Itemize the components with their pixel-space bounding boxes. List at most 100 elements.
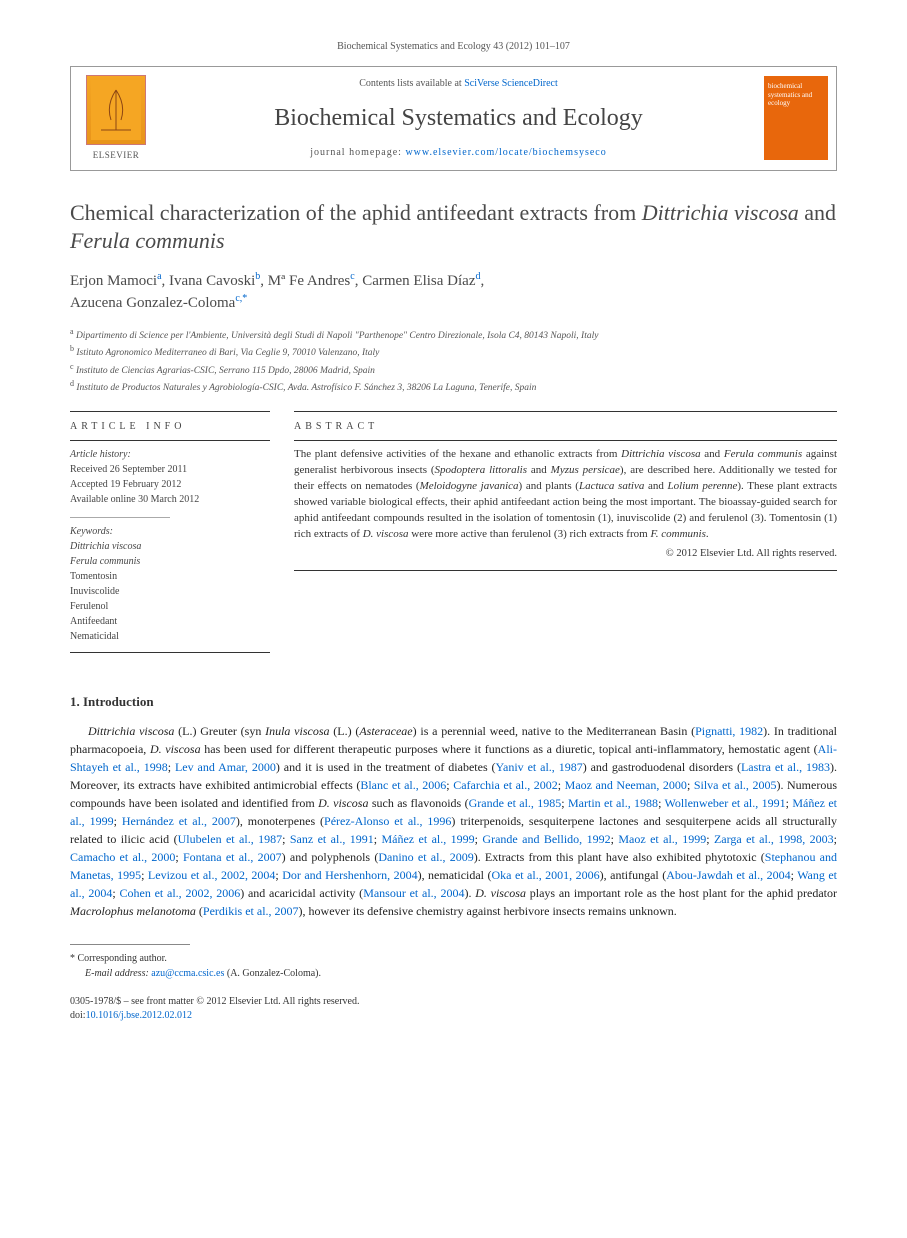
affil-text: Dipartimento di Science per l'Ambiente, … [76,331,599,341]
citation-link[interactable]: Silva et al., 2005 [694,778,777,792]
email-label: E-mail address: [85,968,149,979]
citation-link[interactable]: Fontana et al., 2007 [183,850,282,864]
journal-reference: Biochemical Systematics and Ecology 43 (… [70,40,837,54]
keyword: Nematicidal [70,629,270,644]
sciencedirect-link[interactable]: SciVerse ScienceDirect [464,78,558,89]
citation-link[interactable]: Blanc et al., 2006 [360,778,446,792]
citation-link[interactable]: Hernández et al., 2007 [122,814,236,828]
header-center: Contents lists available at SciVerse Sci… [161,67,756,170]
species: Inula viscosa [265,724,329,738]
citation-link[interactable]: Cohen et al., 2002, 2006 [120,886,241,900]
affiliation: d Instituto de Productos Naturales y Agr… [70,378,837,395]
citation-link[interactable]: Grande et al., 1985 [469,796,562,810]
citation-link[interactable]: Mansour et al., 2004 [363,886,464,900]
abs-em: Spodoptera littoralis [435,464,528,476]
citation-link[interactable]: Levizou et al., 2002, 2004 [148,868,276,882]
citation-link[interactable]: Oka et al., 2001, 2006 [491,868,599,882]
bt: ; [114,814,122,828]
rule [294,570,837,571]
affil-sup: c [70,362,74,371]
abs-em: Meloidogyne javanica [420,480,519,492]
abs-em: Dittrichia viscosa [621,448,700,460]
author-affil-sup: d [476,271,481,282]
homepage-line: journal homepage: www.elsevier.com/locat… [175,146,742,160]
author: Ivana Cavoski [169,273,255,289]
title-text-2: and [799,200,836,225]
bt: ) and acaricidal activity ( [240,886,363,900]
journal-cover-thumbnail: biochemical systematics and ecology [764,76,828,160]
citation-link[interactable]: Grande and Bellido, 1992 [482,832,610,846]
citation-link[interactable]: Maoz et al., 1999 [618,832,706,846]
citation-link[interactable]: Pérez-Alonso et al., 1996 [324,814,451,828]
bt: ; [706,832,714,846]
author-affil-sup: c [350,271,354,282]
received-date: Received 26 September 2011 [70,462,270,477]
accepted-date: Accepted 19 February 2012 [70,477,270,492]
homepage-prefix: journal homepage: [310,147,405,158]
keyword: Antifeedant [70,614,270,629]
title-species-1: Dittrichia viscosa [642,200,799,225]
citation-link[interactable]: Maoz and Neeman, 2000 [565,778,687,792]
affil-text: Istituto Agronomico Mediterraneo di Bari… [76,348,379,358]
abstract-text: The plant defensive activities of the he… [294,441,837,543]
bt: ), however its defensive chemistry again… [299,904,677,918]
citation-link[interactable]: Pignatti, 1982 [695,724,763,738]
citation-link[interactable]: Danino et al., 2009 [378,850,473,864]
bt: ( [196,904,203,918]
history-label: Article history: [70,447,270,462]
bt: ; [168,760,175,774]
citation-link[interactable]: Perdikis et al., 2007 [203,904,299,918]
bt: ; [561,796,568,810]
bt: ) and it is used in the treatment of dia… [276,760,496,774]
citation-link[interactable]: Abou-Jawdah et al., 2004 [666,868,790,882]
keyword-text: Dittrichia viscosa [70,541,141,552]
bt: ; [112,886,119,900]
abs-em: Ferula communis [724,448,802,460]
affiliations: a Dipartimento di Science per l'Ambiente… [70,326,837,396]
citation-link[interactable]: Zarga et al., 1998, 2003 [714,832,834,846]
author-affil-sup: c,* [235,293,247,304]
affil-text: Instituto de Productos Naturales y Agrob… [76,383,536,393]
abs-em: Lolium perenne [668,480,738,492]
bt: ) is a perennial weed, native to the Med… [413,724,695,738]
citation-link[interactable]: Ulubelen et al., 1987 [178,832,283,846]
citation-link[interactable]: Dor and Hershenhorn, 2004 [282,868,417,882]
abs-t: were more active than ferulenol (3) rich… [409,528,651,540]
abs-t: and [527,464,551,476]
citation-link[interactable]: Wollenweber et al., 1991 [665,796,786,810]
journal-title: Biochemical Systematics and Ecology [175,102,742,136]
cover-column: biochemical systematics and ecology [756,67,836,170]
bt: (L.) ( [330,724,360,738]
citation-link[interactable]: Yaniv et al., 1987 [496,760,583,774]
family: Asteraceae [359,724,412,738]
introduction-paragraph: Dittrichia viscosa (L.) Greuter (syn Inu… [70,722,837,920]
abs-t: ) and plants ( [519,480,579,492]
footer-separator [70,944,190,945]
article-title: Chemical characterization of the aphid a… [70,199,837,256]
citation-link[interactable]: Camacho et al., 2000 [70,850,175,864]
citation-link[interactable]: Martin et al., 1988 [568,796,658,810]
citation-link[interactable]: Lev and Amar, 2000 [175,760,276,774]
citation-link[interactable]: Cafarchia et al., 2002 [453,778,558,792]
doi-link[interactable]: 10.1016/j.bse.2012.02.012 [86,1010,192,1021]
elsevier-tree-icon [86,75,146,145]
front-matter-line: 0305-1978/$ – see front matter © 2012 El… [70,995,837,1009]
abs-t: and [644,480,667,492]
rule [70,517,170,518]
homepage-link[interactable]: www.elsevier.com/locate/biochemsyseco [405,147,606,158]
keyword: Tomentosin [70,569,270,584]
corresponding-author-note: * Corresponding author. E-mail address: … [70,951,837,981]
bt: ). Extracts from this plant have also ex… [474,850,765,864]
citation-link[interactable]: Lastra et al., 1983 [741,760,830,774]
abs-em: Lactuca sativa [579,480,644,492]
affil-sup: b [70,344,74,353]
species: Dittrichia viscosa [88,724,174,738]
bt: ; [687,778,694,792]
citation-link[interactable]: Sanz et al., 1991 [290,832,374,846]
email-link[interactable]: azu@ccma.csic.es [151,968,224,979]
abs-em: D. viscosa [363,528,409,540]
citation-link[interactable]: Máñez et al., 1999 [381,832,474,846]
bt: ), monoterpenes ( [236,814,324,828]
bt: ; [175,850,183,864]
bt: plays an important role as the host plan… [526,886,837,900]
